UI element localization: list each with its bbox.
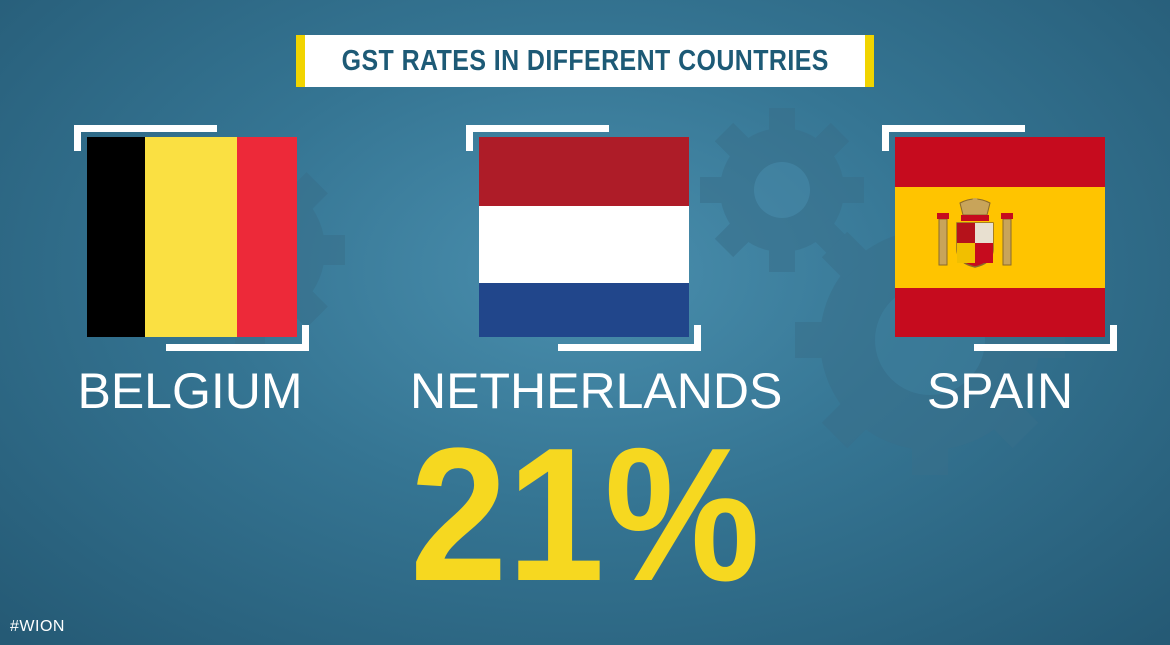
frame-corner-top-left	[466, 125, 609, 151]
belgium-flag-frame	[74, 125, 309, 351]
spain-flag-frame	[882, 125, 1117, 351]
gst-rate-value: 21%	[410, 409, 760, 621]
netherlands-flag-frame	[466, 125, 701, 351]
frame-corner-bottom-right	[974, 325, 1117, 351]
frame-corner-bottom-right	[166, 325, 309, 351]
frame-corner-bottom-right	[558, 325, 701, 351]
country-name-spain: SPAIN	[926, 363, 1074, 419]
spain-flag-icon	[895, 137, 1105, 337]
title-banner: GST RATES IN DIFFERENT COUNTRIES	[296, 35, 874, 87]
hashtag-label: #WION	[10, 618, 65, 635]
frame-corner-top-left	[882, 125, 1025, 151]
frame-corner-top-left	[74, 125, 217, 151]
spain-coat-of-arms-icon	[937, 198, 1013, 268]
belgium-flag-icon	[87, 137, 297, 337]
page-title: GST RATES IN DIFFERENT COUNTRIES	[341, 44, 829, 77]
country-name-belgium: BELGIUM	[77, 363, 303, 419]
netherlands-flag-icon	[479, 137, 689, 337]
country-name-netherlands: NETHERLANDS	[410, 363, 783, 419]
